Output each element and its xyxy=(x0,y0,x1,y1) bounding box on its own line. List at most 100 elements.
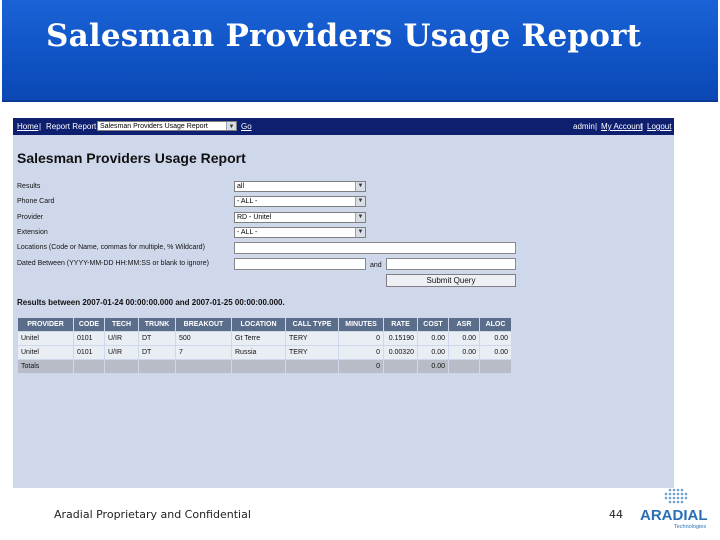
table-cell: 0 xyxy=(338,345,384,360)
slide-title: Salesman Providers Usage Report xyxy=(46,18,642,54)
chevron-down-icon: ▼ xyxy=(355,213,365,222)
table-cell xyxy=(479,359,512,374)
table-cell: 500 xyxy=(175,331,232,346)
phone-card-select-value: - ALL - xyxy=(237,198,258,205)
table-cell: DT xyxy=(138,345,176,360)
aradial-logo: ARADIAL Technologies xyxy=(640,488,708,530)
table-cell: 0 xyxy=(338,331,384,346)
table-cell: Unitel xyxy=(17,331,74,346)
column-header[interactable]: TECH xyxy=(104,317,139,332)
extension-select[interactable]: - ALL - ▼ xyxy=(234,227,366,238)
phone-card-select[interactable]: - ALL - ▼ xyxy=(234,196,366,207)
provider-select-value: RD - Unitel xyxy=(237,214,272,221)
table-cell: DT xyxy=(138,331,176,346)
logout-link[interactable]: Logout xyxy=(647,122,672,131)
report-select[interactable]: Salesman Providers Usage Report ▼ xyxy=(97,121,237,131)
table-cell: 0.15190 xyxy=(383,331,418,346)
report-label: Report Report xyxy=(46,122,97,131)
page-title: Salesman Providers Usage Report xyxy=(17,150,246,166)
chevron-down-icon: ▼ xyxy=(355,182,365,191)
column-header[interactable]: COST xyxy=(417,317,449,332)
home-link[interactable]: Home xyxy=(17,122,39,131)
chevron-down-icon: ▼ xyxy=(355,228,365,237)
column-header[interactable]: MINUTES xyxy=(338,317,384,332)
table-cell: TERY xyxy=(285,331,339,346)
chevron-down-icon: ▼ xyxy=(226,122,236,130)
table-cell: 0.00 xyxy=(417,331,449,346)
go-link[interactable]: Go xyxy=(241,122,252,131)
table-cell: Russia xyxy=(231,345,286,360)
table-cell: 0.00 xyxy=(417,345,449,360)
app-screenshot: Home | Report Report Salesman Providers … xyxy=(13,118,674,488)
table-cell: 0.00 xyxy=(479,345,512,360)
table-row: Unitel 0101 U/IR DT 7 Russia TERY 0 0.00… xyxy=(17,345,512,360)
table-cell xyxy=(73,359,105,374)
column-header[interactable]: BREAKOUT xyxy=(175,317,232,332)
table-cell: Gt Terre xyxy=(231,331,286,346)
nav-separator: | xyxy=(641,122,644,131)
my-account-link[interactable]: My Account xyxy=(601,122,643,131)
column-header[interactable]: CALL TYPE xyxy=(285,317,339,332)
table-cell: 0101 xyxy=(73,331,105,346)
date-to-input[interactable] xyxy=(386,258,516,270)
nav-separator: | xyxy=(595,122,598,131)
report-select-value: Salesman Providers Usage Report xyxy=(100,123,208,130)
extension-select-value: - ALL - xyxy=(237,229,258,236)
logo-dots-icon xyxy=(664,488,688,504)
table-cell: 0.00 xyxy=(448,345,480,360)
column-header[interactable]: LOCATION xyxy=(231,317,286,332)
column-header[interactable]: RATE xyxy=(383,317,418,332)
logo-tagline: Technologies xyxy=(674,524,706,530)
footer-confidential: Aradial Proprietary and Confidential xyxy=(54,508,251,521)
column-header[interactable]: TRUNK xyxy=(138,317,176,332)
and-label: and xyxy=(370,262,382,269)
table-cell: 0.00 xyxy=(479,331,512,346)
totals-row: Totals 0 0.00 xyxy=(17,359,512,374)
results-select[interactable]: all ▼ xyxy=(234,181,366,192)
table-row: Unitel 0101 U/IR DT 500 Gt Terre TERY 0 … xyxy=(17,331,512,346)
table-header-row: PROVIDER CODE TECH TRUNK BREAKOUT LOCATI… xyxy=(17,317,512,332)
date-from-input[interactable] xyxy=(234,258,366,270)
logo-wordmark: ARADIAL xyxy=(640,507,708,524)
column-header[interactable]: CODE xyxy=(73,317,105,332)
table-cell: 0101 xyxy=(73,345,105,360)
table-cell xyxy=(104,359,139,374)
locations-input[interactable] xyxy=(234,242,516,254)
admin-user: admin xyxy=(573,122,595,131)
chevron-down-icon: ▼ xyxy=(355,197,365,206)
totals-minutes: 0 xyxy=(338,359,384,374)
results-select-value: all xyxy=(237,183,245,190)
phone-card-label: Phone Card xyxy=(17,198,55,205)
results-header: Results between 2007-01-24 00:00:00.000 … xyxy=(17,298,285,307)
table-cell: Unitel xyxy=(17,345,74,360)
submit-query-button[interactable]: Submit Query xyxy=(386,274,516,287)
table-cell: U/IR xyxy=(104,331,139,346)
table-cell xyxy=(175,359,232,374)
table-cell: TERY xyxy=(285,345,339,360)
table-cell: 0.00320 xyxy=(383,345,418,360)
table-cell: U/IR xyxy=(104,345,139,360)
locations-label: Locations (Code or Name, commas for mult… xyxy=(17,244,205,251)
page-number: 44 xyxy=(609,508,623,521)
extension-label: Extension xyxy=(17,229,48,236)
table-cell xyxy=(448,359,480,374)
provider-select[interactable]: RD - Unitel ▼ xyxy=(234,212,366,223)
dates-label: Dated Between (YYYY-MM-DD HH:MM:SS or bl… xyxy=(17,260,209,267)
title-banner: Salesman Providers Usage Report xyxy=(2,0,718,102)
results-label: Results xyxy=(17,183,41,190)
nav-separator: | xyxy=(39,122,42,131)
table-cell: 0.00 xyxy=(448,331,480,346)
table-cell xyxy=(231,359,286,374)
table-cell xyxy=(138,359,176,374)
top-nav-bar: Home | Report Report Salesman Providers … xyxy=(13,118,674,135)
totals-label: Totals xyxy=(17,359,74,374)
table-cell xyxy=(383,359,418,374)
provider-label: Provider xyxy=(17,214,44,221)
column-header[interactable]: ASR xyxy=(448,317,480,332)
totals-cost: 0.00 xyxy=(417,359,449,374)
table-cell xyxy=(285,359,339,374)
column-header[interactable]: ALOC xyxy=(479,317,512,332)
table-cell: 7 xyxy=(175,345,232,360)
column-header[interactable]: PROVIDER xyxy=(17,317,74,332)
results-table: PROVIDER CODE TECH TRUNK BREAKOUT LOCATI… xyxy=(17,317,512,374)
